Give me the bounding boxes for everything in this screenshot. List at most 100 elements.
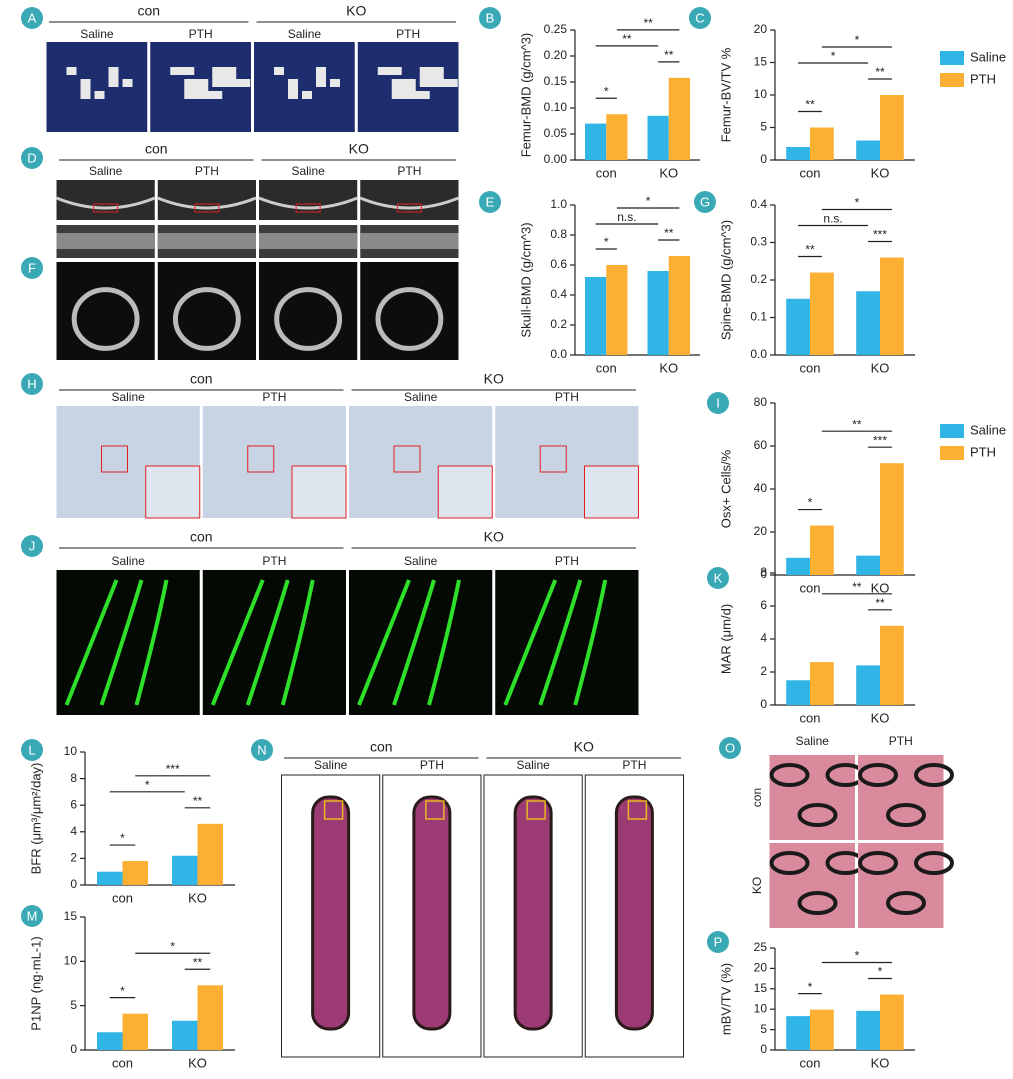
micrograph bbox=[360, 262, 459, 360]
bone-blob bbox=[66, 67, 77, 75]
calcein-label bbox=[573, 579, 608, 706]
y-tick-label: 0 bbox=[760, 697, 767, 711]
x-tick-label: KO bbox=[871, 580, 890, 595]
panel-letter: L bbox=[28, 742, 35, 757]
column-label: PTH bbox=[396, 27, 420, 41]
bar bbox=[856, 140, 880, 160]
column-label: Saline bbox=[291, 164, 325, 178]
significance-label: * bbox=[120, 984, 125, 998]
significance-label: * bbox=[878, 965, 883, 979]
x-tick-label: KO bbox=[188, 890, 207, 905]
bone-blob bbox=[316, 67, 326, 87]
bar bbox=[856, 555, 880, 575]
vertebra bbox=[274, 287, 343, 351]
bar bbox=[880, 257, 904, 355]
y-tick-label: 8 bbox=[70, 771, 77, 785]
y-tick-label: 0.2 bbox=[550, 317, 567, 331]
group-label: con bbox=[145, 141, 168, 157]
legend-swatch bbox=[940, 73, 964, 87]
bar bbox=[197, 823, 223, 885]
bone-blob bbox=[330, 79, 340, 87]
significance-label: ** bbox=[193, 794, 203, 808]
y-tick-label: 0.2 bbox=[750, 272, 767, 286]
roi-box bbox=[295, 203, 321, 213]
micrograph bbox=[56, 570, 200, 715]
bone-blob bbox=[405, 91, 430, 99]
bar bbox=[810, 272, 834, 355]
column-label: PTH bbox=[420, 758, 444, 772]
legend-swatch bbox=[940, 51, 964, 65]
panel-badge bbox=[21, 7, 43, 29]
y-tick-label: 80 bbox=[754, 395, 768, 409]
x-tick-label: con bbox=[112, 1055, 133, 1070]
bone-blob bbox=[433, 79, 458, 87]
roi-box bbox=[425, 800, 445, 820]
column-label: PTH bbox=[262, 554, 286, 568]
significance-label: * bbox=[855, 949, 860, 963]
column-label: PTH bbox=[555, 554, 579, 568]
bar bbox=[668, 77, 690, 160]
panel-letter: H bbox=[27, 376, 36, 391]
trabecula bbox=[914, 851, 954, 875]
x-tick-label: KO bbox=[659, 165, 678, 180]
x-tick-label: con bbox=[800, 710, 821, 725]
panel-badge bbox=[479, 7, 501, 29]
panel-badge bbox=[707, 392, 729, 414]
roi-box bbox=[627, 800, 648, 820]
y-tick-label: 0 bbox=[70, 877, 77, 891]
panel-letter: C bbox=[695, 10, 704, 25]
skull-zoom bbox=[360, 233, 459, 249]
roi-box bbox=[101, 445, 128, 473]
y-tick-label: 4 bbox=[760, 631, 767, 645]
micrograph bbox=[202, 570, 346, 715]
roi-box bbox=[539, 445, 567, 473]
inset bbox=[145, 465, 201, 519]
panel-badge bbox=[694, 191, 716, 213]
y-tick-label: 10 bbox=[754, 1001, 768, 1015]
y-tick-label: 0 bbox=[760, 567, 767, 581]
y-tick-label: 2 bbox=[70, 851, 77, 865]
panel-letter: E bbox=[486, 194, 495, 209]
significance-label: * bbox=[145, 778, 150, 792]
bar bbox=[97, 1032, 123, 1050]
legend-swatch bbox=[940, 424, 964, 438]
bone-blob bbox=[94, 91, 105, 99]
bone-blob bbox=[80, 79, 91, 99]
bar bbox=[856, 665, 880, 705]
micrograph bbox=[349, 570, 493, 715]
y-tick-label: 0.20 bbox=[544, 48, 568, 62]
skull-arc bbox=[359, 196, 460, 210]
panel-letter: P bbox=[714, 934, 723, 949]
roi-box bbox=[247, 445, 275, 473]
column-label: Saline bbox=[404, 554, 438, 568]
panel-letter: F bbox=[28, 260, 36, 275]
y-tick-label: 0.0 bbox=[750, 347, 767, 361]
y-tick-label: 6 bbox=[760, 598, 767, 612]
inset bbox=[584, 465, 639, 519]
roi-box bbox=[526, 800, 546, 820]
legend-label: PTH bbox=[970, 444, 996, 459]
significance-label: * bbox=[646, 194, 651, 208]
roi-box bbox=[194, 203, 220, 213]
bar bbox=[856, 1010, 880, 1050]
vertebra bbox=[172, 287, 241, 351]
calcein-label bbox=[245, 579, 290, 706]
column-label: Saline bbox=[404, 390, 438, 404]
skull-zoom bbox=[259, 233, 358, 249]
panel-badge bbox=[21, 147, 43, 169]
micrograph bbox=[56, 262, 155, 360]
bar bbox=[810, 1009, 834, 1050]
y-tick-label: 5 bbox=[70, 998, 77, 1012]
bar bbox=[810, 662, 834, 705]
bar bbox=[647, 271, 669, 355]
calcein-label bbox=[280, 579, 315, 706]
panel-badge bbox=[479, 191, 501, 213]
y-tick-label: 8 bbox=[760, 565, 767, 579]
group-label: con bbox=[190, 371, 213, 387]
legend-label: Saline bbox=[970, 49, 1006, 64]
panel-badge bbox=[689, 7, 711, 29]
significance-label: * bbox=[120, 831, 125, 845]
bone-blob bbox=[198, 91, 223, 99]
group-label: KO bbox=[484, 529, 504, 545]
y-tick-label: 40 bbox=[754, 481, 768, 495]
